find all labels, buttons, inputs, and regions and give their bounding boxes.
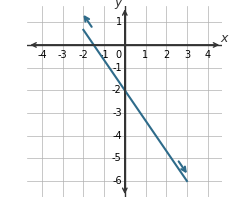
Text: y: y <box>114 0 121 9</box>
Text: x: x <box>220 32 227 45</box>
Text: -1: -1 <box>99 50 109 60</box>
Text: -4: -4 <box>37 50 47 60</box>
Text: -4: -4 <box>112 131 122 141</box>
Text: 2: 2 <box>163 50 169 60</box>
Text: -6: -6 <box>112 176 122 186</box>
Text: -2: -2 <box>112 85 122 95</box>
Text: 3: 3 <box>184 50 190 60</box>
Text: 0: 0 <box>116 50 122 60</box>
Text: -2: -2 <box>79 50 88 60</box>
Text: -5: -5 <box>112 153 122 163</box>
Text: 1: 1 <box>142 50 149 60</box>
Text: 4: 4 <box>204 50 211 60</box>
Text: -3: -3 <box>112 108 122 118</box>
Text: -3: -3 <box>58 50 68 60</box>
Text: 1: 1 <box>116 17 122 27</box>
Text: -1: -1 <box>112 63 122 73</box>
